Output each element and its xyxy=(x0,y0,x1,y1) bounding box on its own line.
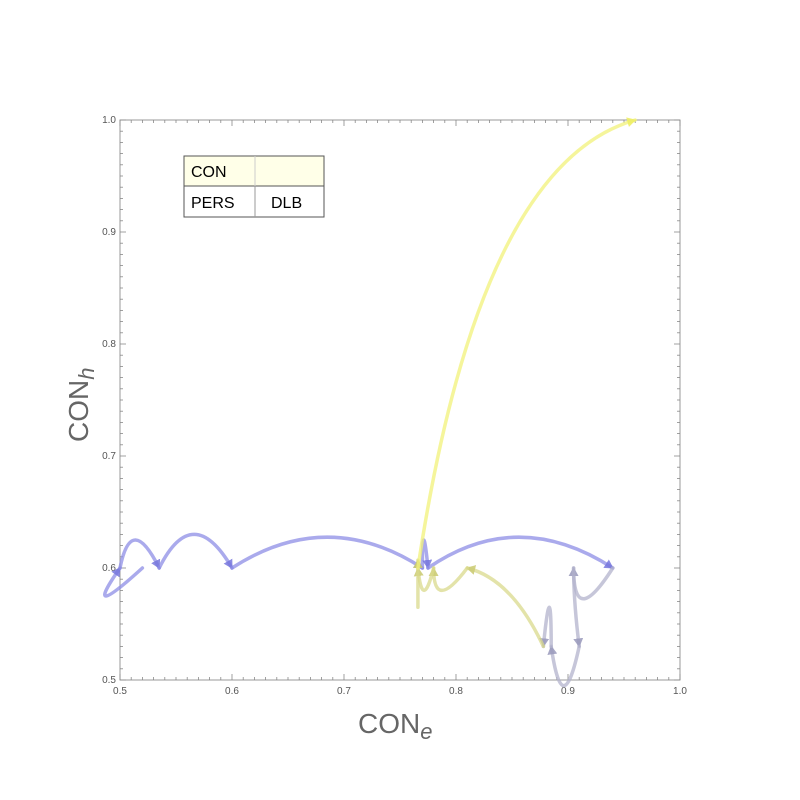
trajectory-arrow xyxy=(416,117,637,570)
y-tick-label: 0.8 xyxy=(102,339,116,350)
y-axis-title: CONh xyxy=(63,368,99,442)
axis-ticks: 0.5 0.6 0.7 0.8 0.9 1.0 0.5 0.6 0.7 0.8 0.9 1.0 xyxy=(102,115,687,697)
trajectory-arrow xyxy=(428,566,469,592)
trajectory-arrow xyxy=(465,565,546,649)
x-tick-label: 0.5 xyxy=(113,686,127,697)
x-tick-label: 1.0 xyxy=(673,686,687,697)
legend: CON PERS DLB xyxy=(183,155,325,218)
series-3 xyxy=(416,117,637,570)
x-tick-label: 0.6 xyxy=(225,686,239,697)
y-tick-label: 0.5 xyxy=(102,675,116,686)
trajectory-arrow xyxy=(568,566,615,601)
x-axis-title-sub: e xyxy=(420,719,432,744)
trajectory-arrow xyxy=(413,566,436,592)
y-axis-title-main: CON xyxy=(63,380,94,442)
trajectory-arrow xyxy=(571,566,584,649)
legend-cell: DLB xyxy=(271,195,302,212)
trajectory-arrow xyxy=(539,605,553,649)
x-axis-title-main: CON xyxy=(358,708,420,739)
trajectory-arrow xyxy=(230,535,425,570)
trajectory-arrow xyxy=(426,535,615,570)
legend-cell: CON xyxy=(191,164,227,181)
trajectory-arrow xyxy=(103,566,145,598)
series-1 xyxy=(539,566,615,688)
y-tick-label: 0.6 xyxy=(102,563,116,574)
trajectory-arrow xyxy=(118,538,161,570)
series-layer xyxy=(103,117,637,688)
legend-header-bg xyxy=(184,156,324,186)
x-tick-label: 0.7 xyxy=(337,686,351,697)
x-tick-label: 0.8 xyxy=(449,686,463,697)
y-tick-label: 0.9 xyxy=(102,227,116,238)
x-tick-label: 0.9 xyxy=(561,686,575,697)
y-tick-label: 0.7 xyxy=(102,451,116,462)
legend-cell: PERS xyxy=(191,195,235,212)
x-axis-title: CONe xyxy=(358,708,432,744)
trajectory-arrow xyxy=(547,644,581,688)
series-2 xyxy=(412,558,546,649)
series-0 xyxy=(103,532,615,598)
legend-row-bg xyxy=(184,186,324,217)
y-axis-title-sub: h xyxy=(74,368,99,380)
trajectory-arrow xyxy=(157,532,234,570)
y-tick-label: 1.0 xyxy=(102,115,116,126)
